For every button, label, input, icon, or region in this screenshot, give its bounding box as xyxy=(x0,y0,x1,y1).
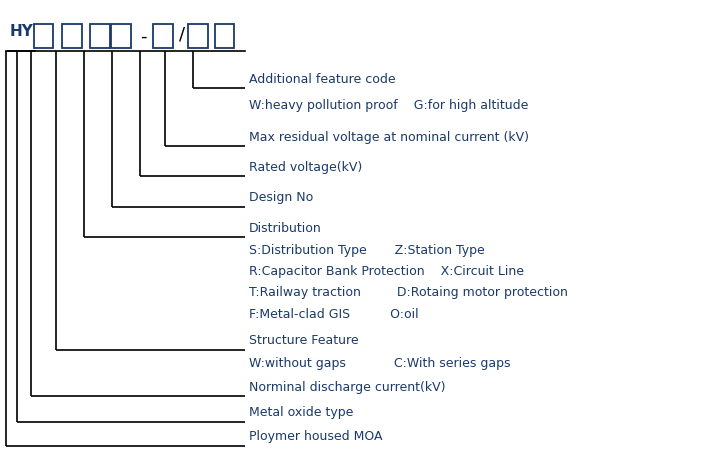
Text: Distribution: Distribution xyxy=(249,222,322,235)
Text: Ploymer housed MOA: Ploymer housed MOA xyxy=(249,431,382,444)
Text: Structure Feature: Structure Feature xyxy=(249,334,359,347)
Text: F:Metal-clad GIS          O:oil: F:Metal-clad GIS O:oil xyxy=(249,308,418,321)
Text: T:Railway traction         D:Rotaing motor protection: T:Railway traction D:Rotaing motor prote… xyxy=(249,286,568,299)
Text: Metal oxide type: Metal oxide type xyxy=(249,406,353,419)
Text: HY: HY xyxy=(10,23,34,39)
Text: Additional feature code: Additional feature code xyxy=(249,73,396,86)
Text: W:without gaps            C:With series gaps: W:without gaps C:With series gaps xyxy=(249,357,510,369)
Text: Design No: Design No xyxy=(249,191,313,205)
Text: -: - xyxy=(140,28,147,46)
Text: S:Distribution Type       Z:Station Type: S:Distribution Type Z:Station Type xyxy=(249,244,485,257)
Text: /: / xyxy=(179,26,185,44)
Text: Rated voltage(kV): Rated voltage(kV) xyxy=(249,161,362,174)
Text: Norminal discharge current(kV): Norminal discharge current(kV) xyxy=(249,381,445,394)
Text: Max residual voltage at nominal current (kV): Max residual voltage at nominal current … xyxy=(249,130,529,143)
Text: R:Capacitor Bank Protection    X:Circuit Line: R:Capacitor Bank Protection X:Circuit Li… xyxy=(249,265,524,278)
Text: W:heavy pollution proof    G:for high altitude: W:heavy pollution proof G:for high altit… xyxy=(249,99,528,112)
